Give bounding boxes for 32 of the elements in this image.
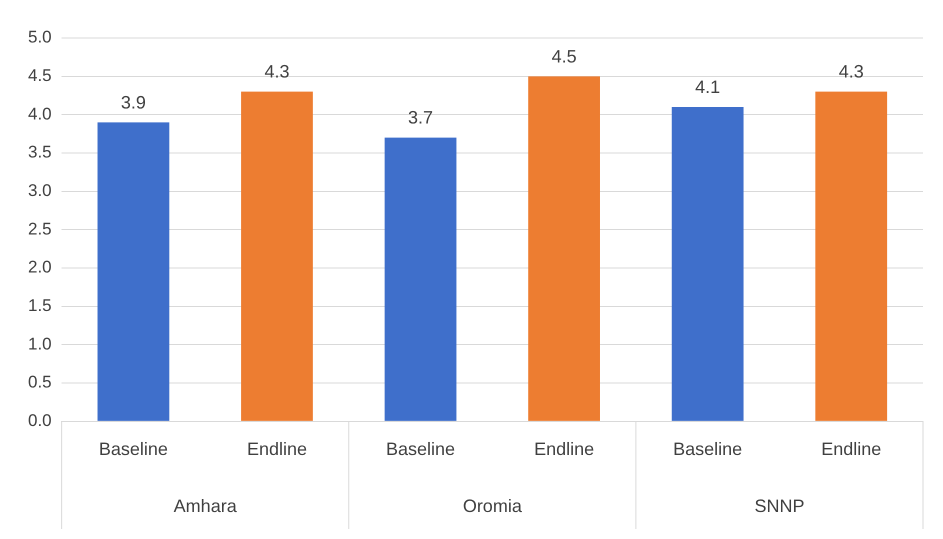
text: Oromia [462,496,523,516]
bar [384,138,456,421]
y-tick-label: 3.5 [28,142,52,162]
y-tick-label: 1.5 [28,296,52,316]
data-label: 3.9 [120,92,146,112]
bar [815,92,888,421]
x-tick-label: Endline [534,439,594,460]
data-label: 4.1 [695,76,720,97]
y-tick-label: 2.5 [28,219,52,238]
y-tick-label: 0.0 [28,411,52,430]
y-tick-label: 3.0 [28,181,52,200]
x-tick-label: Baseline [98,439,168,460]
data-label: 4.3 [838,62,864,82]
data-label: 4.5 [552,46,577,66]
y-tick-label: 0.5 [28,372,52,392]
x-tick-label: Baseline [673,439,742,460]
x-tick-label: Endline [821,439,882,460]
y-tick-label: 4.5 [28,66,52,86]
y-tick-label: 5.0 [28,28,52,47]
text: Amhara [174,496,238,516]
text: SNNP [754,496,804,516]
data-label: 4.3 [264,62,290,82]
y-tick-label: 1.0 [28,334,52,354]
bar [672,107,744,421]
data-label: 3.7 [408,108,434,128]
y-tick-label: 4.0 [28,104,52,124]
x-tick-label: Baseline [386,439,456,460]
y-tick-label: 2.0 [28,258,52,277]
bar [98,122,170,421]
x-tick-label: Endline [246,439,307,460]
bar [241,92,313,421]
bar [528,76,600,421]
